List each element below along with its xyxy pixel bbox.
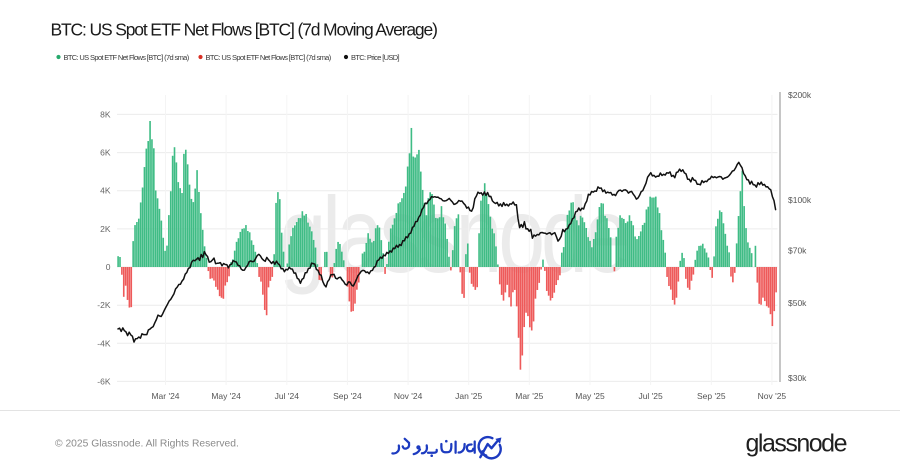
svg-text:0: 0 — [106, 262, 111, 272]
svg-text:May '25: May '25 — [575, 391, 605, 401]
svg-text:8K: 8K — [100, 109, 111, 119]
svg-text:Nov '25: Nov '25 — [758, 391, 787, 401]
svg-text:-6K: -6K — [97, 376, 111, 386]
svg-text:BTC: Price [USD]: BTC: Price [USD] — [351, 53, 400, 62]
svg-text:Mar '25: Mar '25 — [515, 391, 543, 401]
svg-text:4K: 4K — [100, 186, 111, 196]
svg-text:BTC: US Spot ETF Net Flows [BT: BTC: US Spot ETF Net Flows [BTC] (7d sma… — [206, 53, 332, 62]
svg-text:$30k: $30k — [788, 373, 807, 383]
svg-text:$200k: $200k — [788, 90, 812, 100]
svg-text:Sep '25: Sep '25 — [697, 391, 726, 401]
svg-text:Sep '24: Sep '24 — [333, 391, 362, 401]
svg-text:BTC: US Spot ETF Net Flows [BT: BTC: US Spot ETF Net Flows [BTC] (7d Mov… — [51, 20, 438, 40]
svg-text:© 2025 Glassnode. All Rights R: © 2025 Glassnode. All Rights Reserved. — [55, 439, 239, 450]
svg-text:$100k: $100k — [788, 195, 812, 205]
svg-text:BTC: US Spot ETF Net Flows [BT: BTC: US Spot ETF Net Flows [BTC] (7d sma… — [64, 53, 190, 62]
svg-text:Jan '25: Jan '25 — [455, 391, 482, 401]
svg-text:Jul '24: Jul '24 — [275, 391, 300, 401]
svg-text:-4K: -4K — [97, 338, 111, 348]
svg-text:Nov '24: Nov '24 — [394, 391, 423, 401]
svg-text:May '24: May '24 — [211, 391, 241, 401]
svg-text:$50k: $50k — [788, 298, 807, 308]
svg-text:glassnode: glassnode — [746, 430, 847, 458]
svg-text:2K: 2K — [100, 224, 111, 234]
svg-text:-2K: -2K — [97, 300, 111, 310]
svg-text:Mar '24: Mar '24 — [151, 391, 179, 401]
svg-text:$70k: $70k — [788, 246, 807, 256]
svg-text:Jul '25: Jul '25 — [638, 391, 663, 401]
svg-text:6K: 6K — [100, 148, 111, 158]
